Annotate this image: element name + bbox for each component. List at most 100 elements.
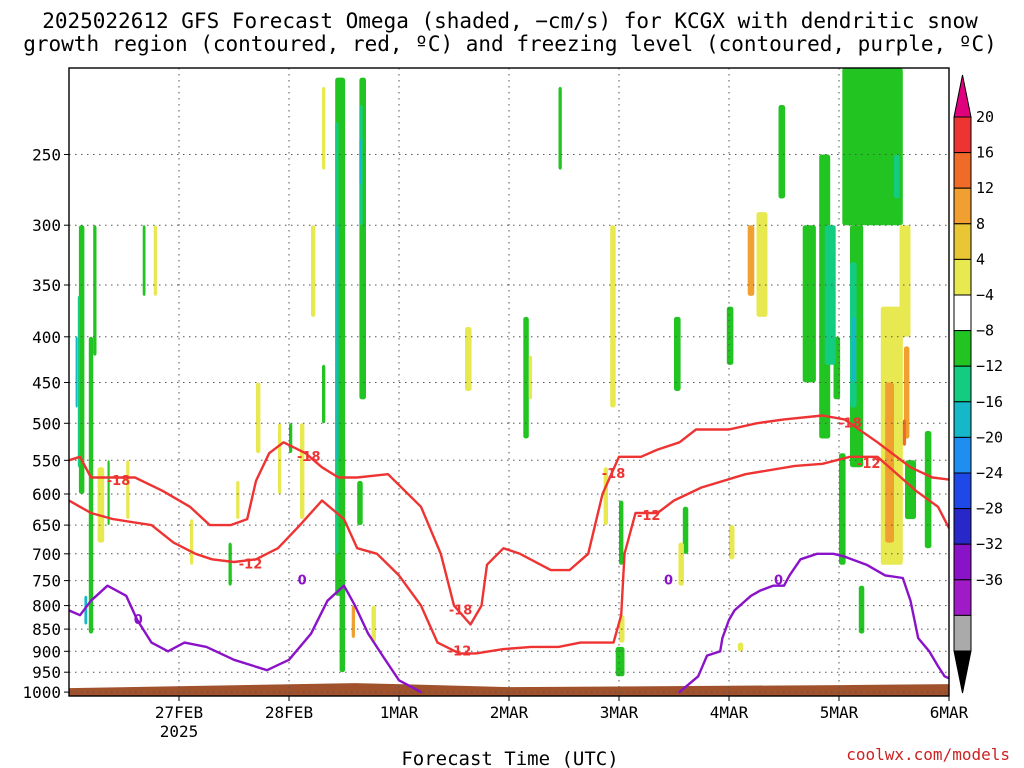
omega-cell-yellow xyxy=(97,467,105,543)
contour-label: -12 xyxy=(448,644,472,659)
omega-cell-orange xyxy=(747,225,755,296)
omega-cell-yellow xyxy=(528,355,533,400)
contour-label: -18 xyxy=(107,474,131,489)
omega-cell-yellow xyxy=(899,225,911,337)
colorbar-label: −32 xyxy=(976,535,1003,553)
omega-cell-teal xyxy=(824,225,836,365)
omega-cell-green xyxy=(228,542,232,586)
omega-cell-cyan xyxy=(75,336,78,408)
colorbar-label: 20 xyxy=(976,108,994,126)
y-tick-label: 600 xyxy=(32,485,61,504)
omega-cell-yellow xyxy=(126,460,130,520)
y-tick-label: 950 xyxy=(32,663,61,682)
colorbar-label: 4 xyxy=(976,250,985,268)
colorbar-label: −12 xyxy=(976,357,1003,375)
colorbar-bottom-arrow xyxy=(953,650,972,694)
omega-cell-green xyxy=(107,460,110,526)
x-tick-label: 27FEB xyxy=(155,703,203,722)
chart-title-line-2: growth region (contoured, red, ºC) and f… xyxy=(23,32,997,56)
contour-label: -18 xyxy=(602,467,626,482)
omega-cell-yellow xyxy=(729,525,735,560)
contour-label: -18 xyxy=(838,416,862,431)
omega-cell-yellow xyxy=(322,86,326,170)
omega-cell-green xyxy=(78,225,85,494)
omega-cell-dark-orange xyxy=(902,419,907,446)
y-tick-label: 700 xyxy=(32,545,61,564)
colorbar-swatch xyxy=(953,330,972,367)
omega-cell-yellow xyxy=(371,605,376,643)
colorbar-label: −4 xyxy=(976,286,994,304)
x-tick-sublabel: 2025 xyxy=(160,722,199,741)
chart-title-line-1: 2025022612 GFS Forecast Omega (shaded, −… xyxy=(42,9,978,33)
omega-cell-green xyxy=(802,225,816,383)
x-tick-label: 6MAR xyxy=(930,703,969,722)
contour-lines: -18 -18 -18 -18 -18 -12 -12 -12 -12 0 0 0 0 xyxy=(69,414,949,694)
contour-label: 0 xyxy=(134,613,143,628)
dgz-contour-minus12 xyxy=(69,455,949,655)
omega-cell-green xyxy=(357,480,363,526)
omega-cell-cyan xyxy=(359,138,362,185)
x-tick-label: 5MAR xyxy=(820,703,859,722)
omega-cell-green xyxy=(674,316,681,391)
omega-cell-yellow xyxy=(300,423,305,519)
omega-cell-green xyxy=(726,306,734,365)
colorbar-swatch xyxy=(953,294,972,332)
contour-label: -12 xyxy=(857,457,881,472)
y-tick-label: 900 xyxy=(32,642,61,661)
colorbar-label: −20 xyxy=(976,428,1003,446)
y-tick-label: 750 xyxy=(32,572,61,591)
omega-cell-yellow xyxy=(190,519,194,565)
dgz-contour-minus18 xyxy=(69,414,949,626)
omega-cell-green xyxy=(339,438,346,673)
contour-label: -12 xyxy=(637,509,661,524)
omega-cell-teal xyxy=(894,154,900,199)
contour-label: -18 xyxy=(449,603,473,618)
omega-shading xyxy=(75,68,932,677)
y-tick-label: 400 xyxy=(32,328,61,347)
omega-cell-green xyxy=(93,225,97,356)
y-tick-label: 800 xyxy=(32,597,61,616)
colorbar-swatch xyxy=(953,116,972,154)
x-tick-label: 2MAR xyxy=(490,703,529,722)
x-tick-label: 3MAR xyxy=(600,703,639,722)
omega-cell-green xyxy=(619,500,624,565)
y-tick-label: 250 xyxy=(32,146,61,165)
colorbar-label: −24 xyxy=(976,464,1003,482)
omega-cell-green xyxy=(839,453,846,565)
omega-cell-green xyxy=(88,336,94,634)
colorbar-swatch xyxy=(953,472,972,510)
omega-cell-cyan xyxy=(852,316,856,383)
x-axis-label: Forecast Time (UTC) xyxy=(401,748,618,768)
y-tick-label: 850 xyxy=(32,620,61,639)
colorbar-swatch xyxy=(953,365,972,403)
omega-cell-green xyxy=(523,316,529,439)
x-tick-label: 28FEB xyxy=(265,703,313,722)
omega-cell-yellow xyxy=(737,642,744,652)
omega-cell-orange xyxy=(351,605,355,639)
colorbar-label: 8 xyxy=(976,215,985,233)
colorbar-swatch xyxy=(953,579,972,616)
colorbar-label: −8 xyxy=(976,322,994,340)
colorbar-swatch xyxy=(953,401,972,438)
y-tick-label: 550 xyxy=(32,451,61,470)
omega-cell-green xyxy=(842,68,903,226)
contour-label: 0 xyxy=(774,574,783,589)
colorbar-label: −28 xyxy=(976,500,1003,518)
omega-cell-green xyxy=(615,646,625,677)
freezing-level-contour xyxy=(678,552,949,694)
colorbar: 20 16 12 8 4 −4 −8 −12 −16 −20 −24 −28 −32 −36 xyxy=(953,74,1003,694)
y-tick-label: 450 xyxy=(32,374,61,393)
omega-cell-orange xyxy=(885,382,894,543)
y-tick-label: 1000 xyxy=(22,683,61,702)
credit-link[interactable]: coolwx.com/models xyxy=(846,745,1010,764)
contour-label: 0 xyxy=(664,574,673,589)
colorbar-swatch xyxy=(953,187,972,225)
colorbar-label: 16 xyxy=(976,144,994,162)
omega-cell-yellow xyxy=(311,225,316,317)
y-tick-label: 500 xyxy=(32,414,61,433)
y-tick-label: 650 xyxy=(32,516,61,535)
omega-cell-yellow xyxy=(678,542,684,586)
omega-cell-yellow xyxy=(236,480,240,520)
